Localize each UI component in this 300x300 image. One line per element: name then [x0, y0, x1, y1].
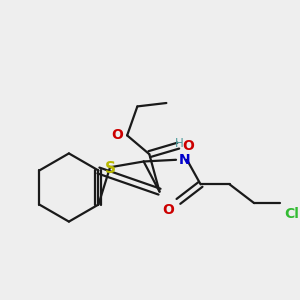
Text: Cl: Cl: [284, 206, 299, 220]
Text: N: N: [179, 153, 190, 167]
Text: S: S: [104, 161, 116, 176]
Text: O: O: [182, 139, 194, 153]
Text: H: H: [175, 136, 184, 150]
Text: O: O: [163, 203, 174, 217]
Text: O: O: [111, 128, 123, 142]
